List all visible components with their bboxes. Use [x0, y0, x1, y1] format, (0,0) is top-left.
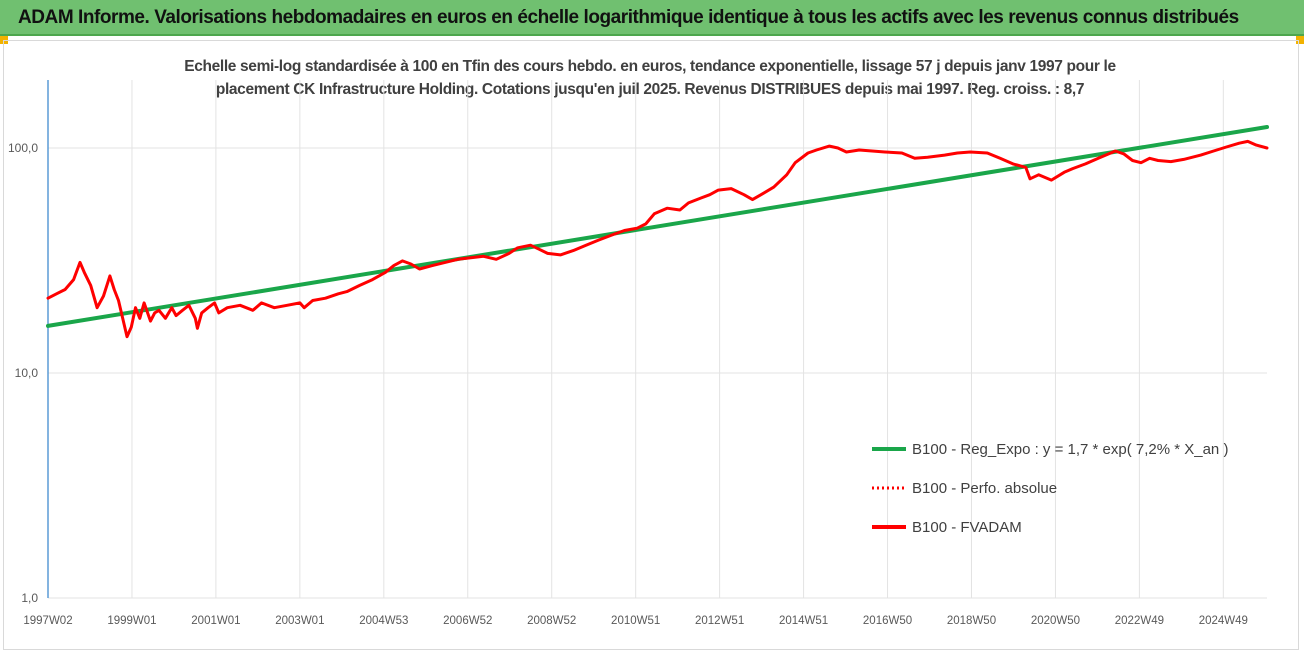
x-tick-label: 2020W50	[1031, 615, 1080, 627]
x-tick-label: 2024W49	[1199, 615, 1248, 627]
x-tick-label: 2022W49	[1115, 615, 1164, 627]
legend-label-3: B100 - FVADAM	[912, 519, 1022, 536]
header-bar: ADAM Informe. Valorisations hebdomadaire…	[0, 0, 1304, 36]
x-tick-label: 2003W01	[275, 615, 324, 627]
y-tick-label: 10,0	[15, 366, 39, 380]
chart-subtitle-line2: placement CK Infrastructure Holding. Cot…	[215, 81, 1085, 98]
x-tick-label: 2006W52	[443, 615, 492, 627]
series-regression-line	[46, 125, 1269, 328]
chart-frame	[3, 40, 1299, 650]
x-tick-label: 1999W01	[107, 615, 156, 627]
x-tick-label: 2014W51	[779, 615, 828, 627]
x-tick-label: 2018W50	[947, 615, 996, 627]
chart-subtitle-line1: Echelle semi-log standardisée à 100 en T…	[184, 58, 1116, 75]
y-tick-label: 100,0	[8, 141, 38, 155]
x-tick-label: 2016W50	[863, 615, 912, 627]
y-tick-label: 1,0	[21, 591, 38, 605]
x-tick-label: 2012W51	[695, 615, 744, 627]
x-tick-label: 2004W53	[359, 615, 408, 627]
x-tick-label: 1997W02	[23, 615, 72, 627]
series-fvadam-line	[46, 139, 1269, 339]
legend-label-1: B100 - Reg_Expo : y = 1,7 * exp( 7,2% * …	[912, 441, 1228, 458]
x-tick-label: 2001W01	[191, 615, 240, 627]
legend-label-2: B100 - Perfo. absolue	[912, 480, 1057, 497]
corner-accent-right	[1296, 36, 1304, 44]
x-tick-label: 2010W51	[611, 615, 660, 627]
header-title: ADAM Informe. Valorisations hebdomadaire…	[18, 7, 1239, 28]
x-tick-label: 2008W52	[527, 615, 576, 627]
